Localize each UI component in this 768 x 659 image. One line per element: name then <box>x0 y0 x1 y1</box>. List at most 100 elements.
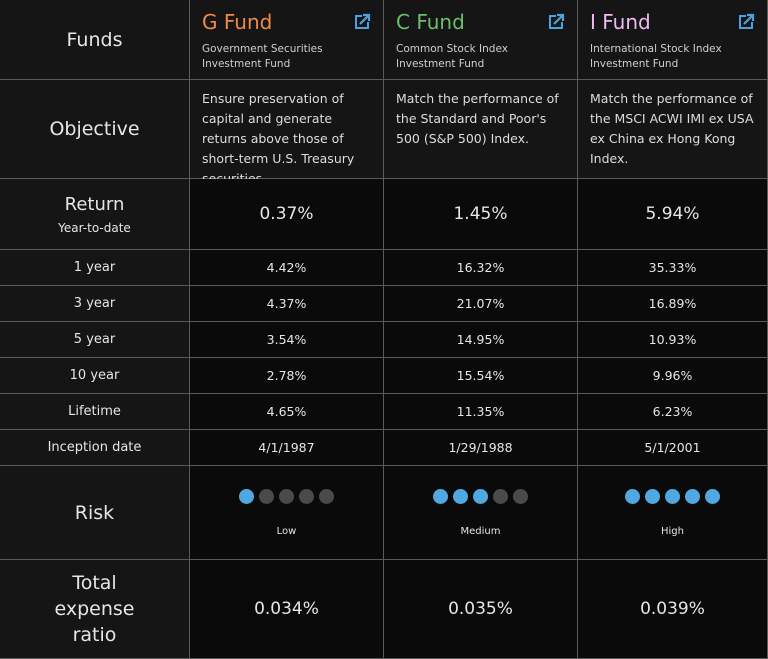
expense-cell: 0.035% <box>384 560 578 659</box>
row-label: Risk <box>74 501 115 524</box>
external-link-icon[interactable] <box>737 13 755 31</box>
row-label-cell: Total expense ratio <box>0 560 190 659</box>
row-label: Total expense ratio <box>54 572 135 646</box>
return-cell: 21.07% <box>384 286 578 322</box>
return-cell: 15.54% <box>384 358 578 394</box>
expense-cell: 0.034% <box>190 560 384 659</box>
risk-dots <box>625 488 720 504</box>
row-label: 5 year <box>73 332 116 347</box>
row-label: 10 year <box>69 368 120 383</box>
risk-dot-filled <box>433 488 448 504</box>
return-cell: 4.65% <box>190 394 384 430</box>
return-cell: 4.37% <box>190 286 384 322</box>
return-ytd: 0.37% <box>259 204 314 224</box>
fund-header-cell: C Fund Common Stock Index Investment Fund <box>384 0 578 80</box>
expense-cell: 0.039% <box>578 560 768 659</box>
return-cell: 35.33% <box>578 250 768 286</box>
header-label: Funds <box>66 28 123 51</box>
fund-description: Government Securities Investment Fund <box>202 43 323 70</box>
return-cell: 4.42% <box>190 250 384 286</box>
return-cell: 10.93% <box>578 322 768 358</box>
external-link-icon[interactable] <box>353 13 371 31</box>
return-ytd-cell: 1.45% <box>384 179 578 250</box>
risk-dot-empty <box>513 488 528 504</box>
return-value: 4.42% <box>266 260 307 275</box>
row-label: Objective <box>49 118 140 140</box>
risk-dot-filled <box>665 488 680 504</box>
return-cell: 16.32% <box>384 250 578 286</box>
return-value: 10.93% <box>648 332 697 347</box>
return-value: 4.37% <box>266 296 307 311</box>
objective-cell: Match the performance of the Standard an… <box>384 80 578 179</box>
risk-dot-filled <box>705 488 720 504</box>
fund-description: International Stock Index Investment Fun… <box>590 43 722 70</box>
inception-date: 1/29/1988 <box>448 440 513 455</box>
risk-dot-empty <box>279 488 294 504</box>
row-label: 1 year <box>73 260 116 275</box>
row-label: 3 year <box>73 296 116 311</box>
risk-cell: Low <box>190 466 384 560</box>
row-label-cell: 5 year <box>0 322 190 358</box>
inception-cell: 4/1/1987 <box>190 430 384 466</box>
header-label-cell: Funds <box>0 0 190 80</box>
objective-text: Match the performance of the MSCI ACWI I… <box>590 91 754 166</box>
row-label-cell: Return Year-to-date <box>0 179 190 250</box>
return-cell: 2.78% <box>190 358 384 394</box>
return-value: 6.23% <box>652 404 693 419</box>
risk-dot-empty <box>259 488 274 504</box>
objective-text: Match the performance of the Standard an… <box>396 91 559 146</box>
row-label-cell: Lifetime <box>0 394 190 430</box>
row-label: Lifetime <box>68 404 121 419</box>
risk-dot-filled <box>453 488 468 504</box>
risk-cell: Medium <box>384 466 578 560</box>
risk-label: Medium <box>460 525 501 537</box>
return-ytd-cell: 5.94% <box>578 179 768 250</box>
row-label-cell: 3 year <box>0 286 190 322</box>
fund-name: C Fund <box>396 10 465 34</box>
risk-dot-filled <box>625 488 640 504</box>
objective-text: Ensure preservation of capital and gener… <box>202 91 355 186</box>
risk-dot-filled <box>473 488 488 504</box>
row-label-cell: 1 year <box>0 250 190 286</box>
risk-dots <box>239 488 334 504</box>
return-value: 2.78% <box>266 368 307 383</box>
return-value: 16.32% <box>456 260 505 275</box>
risk-dot-filled <box>645 488 660 504</box>
risk-label: Low <box>276 525 297 537</box>
expense-ratio: 0.034% <box>254 599 319 619</box>
risk-dot-empty <box>319 488 334 504</box>
return-cell: 9.96% <box>578 358 768 394</box>
risk-cell: High <box>578 466 768 560</box>
return-cell: 6.23% <box>578 394 768 430</box>
return-cell: 11.35% <box>384 394 578 430</box>
return-ytd: 1.45% <box>453 204 508 224</box>
risk-dot-empty <box>493 488 508 504</box>
fund-name: G Fund <box>202 10 273 34</box>
inception-date: 4/1/1987 <box>258 440 315 455</box>
risk-dot-empty <box>299 488 314 504</box>
fund-header-cell: I Fund International Stock Index Investme… <box>578 0 768 80</box>
return-cell: 16.89% <box>578 286 768 322</box>
row-label: Inception date <box>47 440 142 455</box>
fund-description: Common Stock Index Investment Fund <box>396 43 508 70</box>
return-value: 14.95% <box>456 332 505 347</box>
risk-dot-filled <box>685 488 700 504</box>
expense-ratio: 0.039% <box>640 599 705 619</box>
objective-cell: Ensure preservation of capital and gener… <box>190 80 384 186</box>
row-label-cell: Objective <box>0 80 190 179</box>
return-value: 11.35% <box>456 404 505 419</box>
row-label-cell: 10 year <box>0 358 190 394</box>
inception-cell: 5/1/2001 <box>578 430 768 466</box>
risk-dots <box>433 488 528 504</box>
external-link-icon[interactable] <box>547 13 565 31</box>
return-value: 16.89% <box>648 296 697 311</box>
risk-label: High <box>661 525 684 537</box>
objective-cell: Match the performance of the MSCI ACWI I… <box>578 80 768 179</box>
risk-dot-filled <box>239 488 254 504</box>
return-ytd: 5.94% <box>645 204 700 224</box>
row-label-cell: Inception date <box>0 430 190 466</box>
fund-header-cell: G Fund Government Securities Investment F… <box>190 0 384 80</box>
inception-cell: 1/29/1988 <box>384 430 578 466</box>
row-label: Return <box>64 193 125 215</box>
